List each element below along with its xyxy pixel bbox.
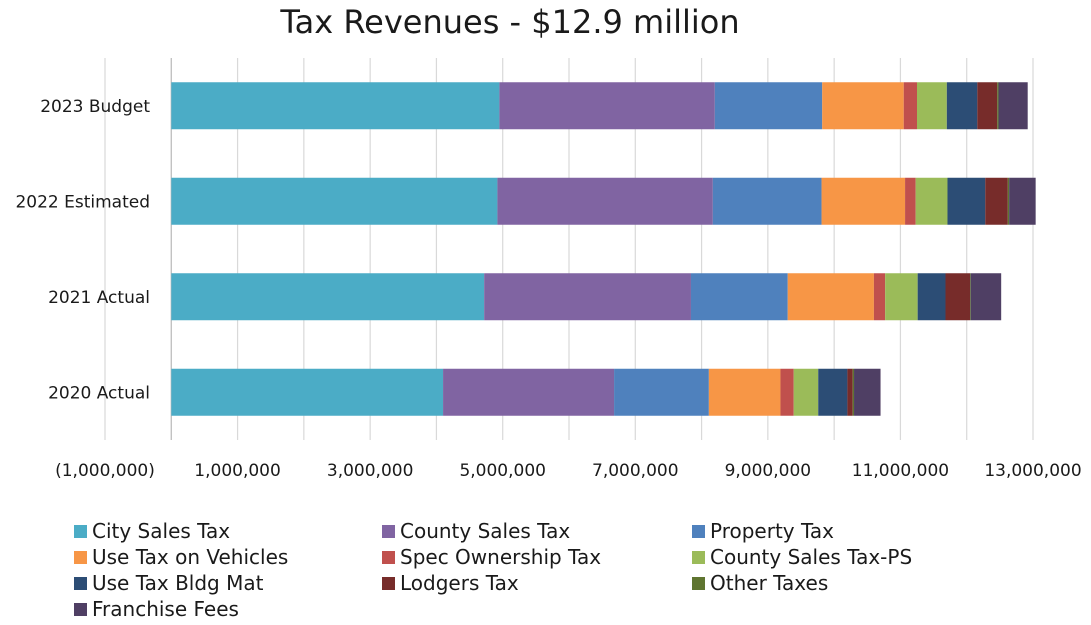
bar-segment xyxy=(947,177,986,225)
bar-segment xyxy=(915,177,948,225)
legend-swatch xyxy=(692,577,705,590)
legend-swatch xyxy=(692,525,705,538)
bar-segment xyxy=(712,177,822,225)
bar-segment xyxy=(903,82,917,130)
bar-segment xyxy=(171,368,444,416)
bar-segment xyxy=(946,82,978,130)
legend-label: Spec Ownership Tax xyxy=(400,545,602,569)
x-tick-label: 7,000,000 xyxy=(592,461,679,481)
bar-segment xyxy=(1009,177,1036,225)
bar-segment xyxy=(690,273,788,321)
legend-item: Use Tax on Vehicles xyxy=(74,544,288,571)
bar-segment xyxy=(822,82,904,130)
legend-label: City Sales Tax xyxy=(92,519,231,543)
legend-swatch xyxy=(74,577,87,590)
bar-segment xyxy=(714,82,823,130)
bar-segment xyxy=(985,177,1008,225)
bar-segment xyxy=(970,273,1002,321)
legend-swatch xyxy=(382,577,395,590)
y-tick-label: 2022 Estimated xyxy=(15,192,150,212)
legend-swatch xyxy=(74,551,87,564)
bar-segment xyxy=(852,368,855,416)
legend-item: Franchise Fees xyxy=(74,596,239,623)
bar-segment xyxy=(854,368,881,416)
bar-segment xyxy=(998,82,1028,130)
bar-segment xyxy=(1007,177,1010,225)
legend-swatch xyxy=(382,551,395,564)
bar-segment xyxy=(443,368,615,416)
legend-label: Lodgers Tax xyxy=(400,571,519,595)
legend-item: City Sales Tax xyxy=(74,518,230,545)
x-tick-label: 3,000,000 xyxy=(327,461,414,481)
y-tick-label: 2021 Actual xyxy=(48,288,150,308)
x-tick-label: (1,000,000) xyxy=(55,461,155,481)
bar-segment xyxy=(885,273,918,321)
bar-segment xyxy=(917,82,947,130)
y-tick-label: 2020 Actual xyxy=(48,383,150,403)
bar-segment xyxy=(171,273,485,321)
legend-item: County Sales Tax xyxy=(382,518,570,545)
bar-segment xyxy=(780,368,794,416)
legend-label: Use Tax on Vehicles xyxy=(92,545,289,569)
legend-item: Lodgers Tax xyxy=(382,570,519,597)
bar-segment xyxy=(977,82,998,130)
legend-item: Other Taxes xyxy=(692,570,828,597)
x-tick-label: 13,000,000 xyxy=(984,461,1081,481)
bar-segment xyxy=(945,273,971,321)
legend-swatch xyxy=(74,525,87,538)
legend-item: County Sales Tax-PS xyxy=(692,544,912,571)
legend-item: Property Tax xyxy=(692,518,834,545)
legend-item: Spec Ownership Tax xyxy=(382,544,601,571)
bar-segment xyxy=(818,368,848,416)
bar-segment xyxy=(484,273,691,321)
legend-label: County Sales Tax-PS xyxy=(710,545,913,569)
legend-label: Use Tax Bldg Mat xyxy=(92,571,264,595)
legend-label: Franchise Fees xyxy=(92,597,239,621)
chart-title: Tax Revenues - $12.9 million xyxy=(280,3,740,41)
legend-item: Use Tax Bldg Mat xyxy=(74,570,263,597)
legend-swatch xyxy=(74,603,87,616)
bar-segment xyxy=(917,273,946,321)
bar-segment xyxy=(499,82,715,130)
bar-segment xyxy=(793,368,819,416)
bar-segment xyxy=(787,273,874,321)
x-tick-label: 1,000,000 xyxy=(194,461,281,481)
x-tick-label: 5,000,000 xyxy=(459,461,546,481)
bar-segment xyxy=(905,177,916,225)
bar-segment xyxy=(847,368,853,416)
bar-segment xyxy=(873,273,886,321)
legend-label: County Sales Tax xyxy=(400,519,571,543)
bar-segment xyxy=(614,368,709,416)
bar-segment xyxy=(171,82,500,130)
y-tick-label: 2023 Budget xyxy=(40,97,150,117)
bar-segment xyxy=(497,177,713,225)
x-tick-label: 11,000,000 xyxy=(852,461,949,481)
legend-label: Property Tax xyxy=(710,519,834,543)
bar-segment xyxy=(708,368,781,416)
x-tick-label: 9,000,000 xyxy=(725,461,812,481)
legend-label: Other Taxes xyxy=(710,571,829,595)
bar-segment xyxy=(171,177,498,225)
legend-swatch xyxy=(382,525,395,538)
bar-segment xyxy=(821,177,906,225)
bar-segment xyxy=(970,273,971,321)
bar-segment xyxy=(997,82,999,130)
legend-swatch xyxy=(692,551,705,564)
